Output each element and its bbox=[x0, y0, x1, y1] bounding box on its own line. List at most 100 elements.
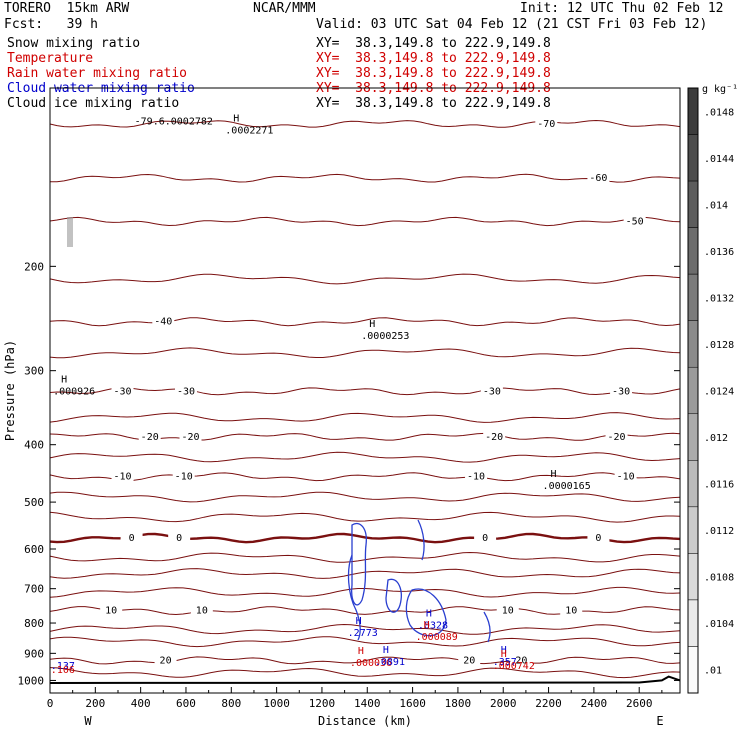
y-axis-label: Pressure (hPa) bbox=[3, 340, 17, 441]
temperature-contour bbox=[49, 216, 681, 227]
extremum-value: .000089 bbox=[416, 632, 458, 643]
colorbar-label: .0132 bbox=[704, 293, 734, 304]
contour-label: 0 bbox=[176, 533, 182, 544]
temperature-contour bbox=[49, 451, 681, 463]
colorbar-segment bbox=[687, 134, 699, 182]
contour-label-bg bbox=[458, 654, 481, 666]
x-tick-label: 1600 bbox=[399, 697, 426, 710]
field-name: Rain water mixing ratio bbox=[7, 66, 188, 81]
contour-label: 0 bbox=[129, 533, 135, 544]
colorbar-segment bbox=[687, 180, 699, 228]
org-title: NCAR/MMM bbox=[253, 1, 316, 16]
extremum-value: .0000165 bbox=[543, 481, 591, 492]
extremum-value: .0000253 bbox=[361, 331, 409, 342]
colorbar-label: .014 bbox=[704, 200, 728, 211]
extremum-value: .357 bbox=[493, 657, 517, 668]
colorbar-segment bbox=[687, 87, 699, 135]
temperature-contour bbox=[49, 623, 681, 635]
contour-label-bg bbox=[174, 385, 197, 397]
contour-label-bg bbox=[111, 385, 134, 397]
contour-label: -10 bbox=[467, 472, 485, 483]
temperature-contour bbox=[49, 606, 681, 616]
contour-label-bg bbox=[152, 315, 175, 327]
field-name: Snow mixing ratio bbox=[7, 36, 141, 51]
contour-label: 10 bbox=[502, 606, 514, 617]
temperature-contour bbox=[49, 491, 681, 503]
extremum-marker: H bbox=[369, 319, 375, 330]
y-tick-label: 600 bbox=[24, 543, 44, 556]
colorbar-segment bbox=[687, 320, 699, 368]
contour-label: -10 bbox=[113, 472, 131, 483]
temperature-contour bbox=[49, 387, 681, 396]
extremum-marker: H bbox=[426, 609, 432, 620]
x-tick-label: 2000 bbox=[490, 697, 517, 710]
contour-label-bg bbox=[172, 470, 195, 482]
contour-label-bg bbox=[614, 470, 637, 482]
contour-label-bg bbox=[587, 172, 610, 184]
model-title: TORERO 15km ARW bbox=[4, 1, 130, 16]
contour-label: -30 bbox=[612, 386, 630, 397]
y-tick-label: 300 bbox=[24, 365, 44, 378]
contour-label-bg bbox=[179, 430, 202, 442]
y-tick-label: 900 bbox=[24, 647, 44, 660]
y-tick-label: 500 bbox=[24, 496, 44, 509]
east-label: E bbox=[656, 714, 663, 728]
x-tick-label: 2600 bbox=[626, 697, 653, 710]
colorbar-label: .01 bbox=[704, 666, 722, 677]
field-name: Temperature bbox=[7, 51, 94, 66]
cloud-water-contour bbox=[350, 522, 367, 606]
contour-label-bg bbox=[111, 470, 134, 482]
contour-label: -20 bbox=[485, 432, 503, 443]
contour-label: -10 bbox=[175, 472, 193, 483]
colorbar-segment bbox=[687, 553, 699, 601]
contour-label-bg bbox=[510, 654, 533, 666]
colorbar-segment bbox=[687, 506, 699, 554]
valid-time: Valid: 03 UTC Sat 04 Feb 12 (21 CST Fri … bbox=[316, 17, 708, 32]
x-tick-label: 1800 bbox=[445, 697, 472, 710]
contour-label-bg bbox=[100, 604, 123, 616]
contour-label-bg bbox=[610, 385, 633, 397]
colorbar-label: .0124 bbox=[704, 387, 734, 398]
y-tick-label: 800 bbox=[24, 617, 44, 630]
forecast-hour: Fcst: 39 h bbox=[4, 17, 98, 32]
extremum-value: .137 bbox=[51, 661, 75, 672]
contour-label: 0 bbox=[482, 533, 488, 544]
x-tick-label: 400 bbox=[131, 697, 151, 710]
extremum-value: .2773 bbox=[348, 628, 378, 639]
cloud-water-contour bbox=[483, 611, 491, 643]
x-tick-label: 2400 bbox=[581, 697, 608, 710]
contour-label-bg bbox=[474, 532, 497, 544]
extremum-value: .000036 bbox=[350, 658, 392, 669]
temperature-contour bbox=[49, 586, 681, 598]
x-tick-label: 1200 bbox=[309, 697, 336, 710]
extremum-value: .0891 bbox=[375, 657, 405, 668]
extremum-value: .0002271 bbox=[225, 126, 273, 137]
contour-label: -30 bbox=[177, 386, 195, 397]
contour-label: -30 bbox=[483, 386, 501, 397]
contour-label: 0 bbox=[595, 533, 601, 544]
x-tick-label: 200 bbox=[85, 697, 105, 710]
temperature-contour bbox=[49, 636, 681, 648]
field-name: Cloud ice mixing ratio bbox=[7, 96, 180, 111]
contour-label-bg bbox=[483, 430, 506, 442]
extremum-value: .000742 bbox=[493, 661, 535, 672]
contour-label: -60 bbox=[589, 173, 607, 184]
extremum-marker: H bbox=[61, 374, 67, 385]
colorbar-label: .0144 bbox=[704, 154, 734, 165]
temperature-contour bbox=[49, 412, 681, 423]
contour-label: 20 bbox=[160, 655, 172, 666]
temperature-contour bbox=[49, 347, 681, 359]
extremum-marker: H bbox=[551, 469, 557, 480]
contour-label-bg bbox=[190, 604, 213, 616]
field-xy-range: XY= 38.3,149.8 to 222.9,149.8 bbox=[316, 36, 551, 51]
snow-contour bbox=[67, 217, 73, 247]
cloud-water-contour bbox=[405, 588, 447, 637]
temperature-contour bbox=[49, 532, 681, 544]
init-time: Init: 12 UTC Thu 02 Feb 12 bbox=[520, 1, 724, 16]
cloud-water-contour bbox=[347, 554, 361, 641]
contour-label-bg bbox=[623, 215, 646, 227]
temperature-contour bbox=[49, 511, 681, 523]
contour-label: 20 bbox=[515, 655, 527, 666]
contour-label-bg bbox=[168, 532, 191, 544]
contour-label: -40 bbox=[154, 317, 172, 328]
